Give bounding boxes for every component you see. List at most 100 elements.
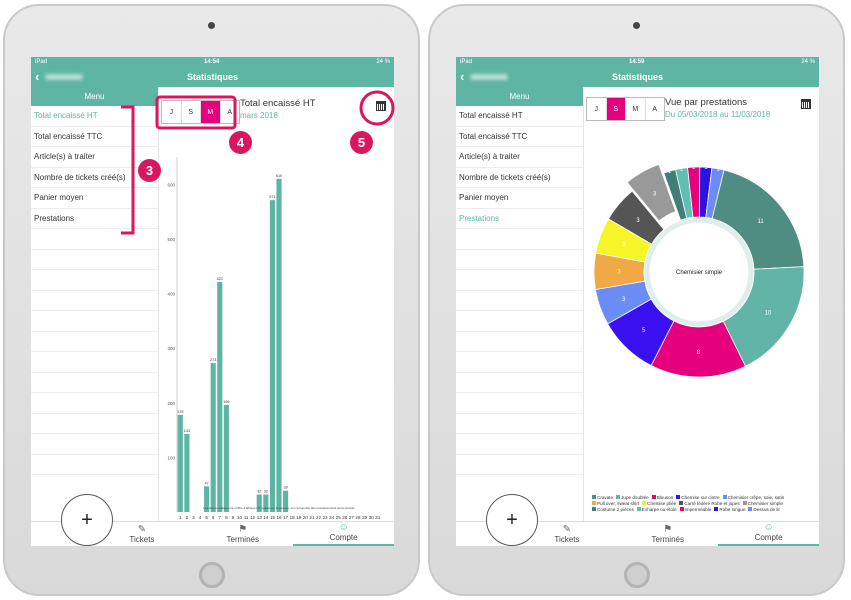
x-tick-label: 8 <box>225 515 228 520</box>
status-time: 14:54 <box>203 59 220 65</box>
legend-item: Carré fédéré Robe et jupes <box>679 500 740 506</box>
y-tick-label: 600 <box>167 182 175 187</box>
menu-empty-row <box>456 332 583 352</box>
menu-list: Total encaissé HT Total encaissé TTC Artic… <box>456 106 583 475</box>
status-device: iPad <box>460 59 473 65</box>
tab-termines[interactable]: ⚑ Terminés <box>617 522 718 546</box>
y-tick-label: 400 <box>167 292 175 297</box>
bar-value-label: 571 <box>269 195 275 199</box>
legend-swatch <box>722 495 727 499</box>
menu-empty-row <box>456 434 583 455</box>
status-bar: iPad 14:54 24 % <box>31 57 394 67</box>
tablet-left: iPad 14:54 24 % ‹ Statistiques Menu Tota… <box>3 4 420 596</box>
bar-value-label: 32 <box>257 490 261 494</box>
x-tick-label: 6 <box>212 515 215 520</box>
callout-4: 4 <box>229 131 252 154</box>
x-tick-label: 2 <box>186 515 189 520</box>
menu-empty-row <box>456 291 583 311</box>
chart-footnote: Les barres indiquent le chiffre d'affair… <box>203 506 355 510</box>
menu-empty-row <box>456 270 583 291</box>
menu-item-5[interactable]: Prestations <box>456 209 583 229</box>
status-battery: 24 % <box>801 59 815 65</box>
x-tick-label: 11 <box>244 515 249 520</box>
legend-label: Cravate <box>597 494 614 500</box>
legend-swatch <box>742 501 747 505</box>
back-chevron-icon[interactable]: ‹ <box>35 69 40 84</box>
menu-item-0[interactable]: Total encaissé HT <box>456 106 583 127</box>
period-a-button[interactable]: A <box>227 108 233 116</box>
period-j-button[interactable]: J <box>587 98 607 120</box>
add-button[interactable]: + <box>486 494 538 546</box>
menu-item-3[interactable]: Nombre de tickets créé(s) <box>456 168 583 188</box>
legend-item: Chemisier crêpe, soie, satin <box>722 494 784 500</box>
legend-label: Chemisier simple <box>747 500 783 506</box>
menu-empty-row <box>456 455 583 475</box>
menu-empty-row <box>31 270 158 291</box>
bar-day-13 <box>256 494 262 512</box>
legend-item: Chemisier simple <box>742 500 783 506</box>
chart-subtitle: mars 2018 <box>240 111 278 120</box>
x-tick-label: 17 <box>283 515 289 520</box>
pie-slice-label: 3 <box>653 192 657 198</box>
legend-label: Blouson <box>656 494 674 500</box>
sidebar: Menu Total encaissé HT Total encaissé TTC… <box>456 87 584 546</box>
pie-slice-label: 1 <box>716 167 720 173</box>
calendar-icon[interactable] <box>376 101 386 111</box>
donut-hole <box>644 217 754 327</box>
x-tick-label: 24 <box>329 515 335 520</box>
x-tick-label: 15 <box>270 515 276 520</box>
pie-slice-label: 8 <box>697 350 701 356</box>
period-s-button[interactable]: S <box>606 98 626 120</box>
bar-day-2 <box>184 433 190 512</box>
menu-empty-row <box>31 229 158 250</box>
menu-item-2[interactable]: Article(s) à traiter <box>31 147 158 168</box>
menu-item-4[interactable]: Panier moyen <box>31 188 158 209</box>
x-tick-label: 20 <box>303 515 309 520</box>
tab-compte[interactable]: ☺ Compte <box>718 522 819 546</box>
bar-day-15 <box>269 200 275 512</box>
tab-compte[interactable]: ☺ Compte <box>293 522 394 546</box>
home-button[interactable] <box>623 562 650 588</box>
calendar-highlight-annotation <box>359 90 395 126</box>
x-tick-label: 30 <box>369 515 375 520</box>
x-tick-label: 13 <box>257 515 263 520</box>
bar-value-label: 421 <box>217 277 223 281</box>
account-icon: ☺ <box>338 522 349 533</box>
legend-item: Echarpe ou étole <box>636 506 677 512</box>
period-j-button[interactable]: J <box>162 101 182 123</box>
add-button[interactable]: + <box>61 494 113 546</box>
menu-item-5[interactable]: Prestations <box>31 209 158 229</box>
menu-empty-row <box>456 311 583 332</box>
home-button[interactable] <box>198 562 225 588</box>
tab-tickets[interactable]: ✎ Tickets <box>92 522 193 546</box>
tab-tickets[interactable]: ✎ Tickets <box>517 522 618 546</box>
menu-item-1[interactable]: Total encaissé TTC <box>456 127 583 147</box>
menu-item-1[interactable]: Total encaissé TTC <box>31 127 158 147</box>
legend-swatch <box>616 495 621 499</box>
tab-termines[interactable]: ⚑ Terminés <box>192 522 293 546</box>
bar-value-label: 196 <box>223 400 229 404</box>
bar-day-6 <box>210 362 216 512</box>
back-chevron-icon[interactable]: ‹ <box>460 69 465 84</box>
callout-5: 5 <box>350 131 373 154</box>
menu-item-0[interactable]: Total encaissé HT <box>31 106 158 127</box>
legend-label: Pull over, sweat shirt <box>597 500 640 506</box>
period-a-button[interactable]: A <box>652 105 658 113</box>
period-m-button[interactable]: M <box>626 98 646 120</box>
calendar-icon[interactable] <box>801 99 811 109</box>
bar-value-label: 47 <box>204 481 208 485</box>
menu-empty-row <box>456 373 583 393</box>
pie-slice-13 <box>705 167 725 220</box>
legend-label: Imperméable <box>684 506 712 512</box>
period-s-button[interactable]: S <box>182 101 201 123</box>
menu-item-4[interactable]: Panier moyen <box>456 188 583 209</box>
period-m-button[interactable]: M <box>201 101 221 123</box>
menu-item-2[interactable]: Article(s) à traiter <box>456 147 583 168</box>
menu-empty-row <box>31 311 158 332</box>
x-tick-label: 9 <box>232 515 235 520</box>
menu-item-3[interactable]: Nombre de tickets créé(s) <box>31 168 158 188</box>
x-tick-label: 1 <box>179 515 182 520</box>
chart-title: Vue par prestations <box>665 97 748 108</box>
